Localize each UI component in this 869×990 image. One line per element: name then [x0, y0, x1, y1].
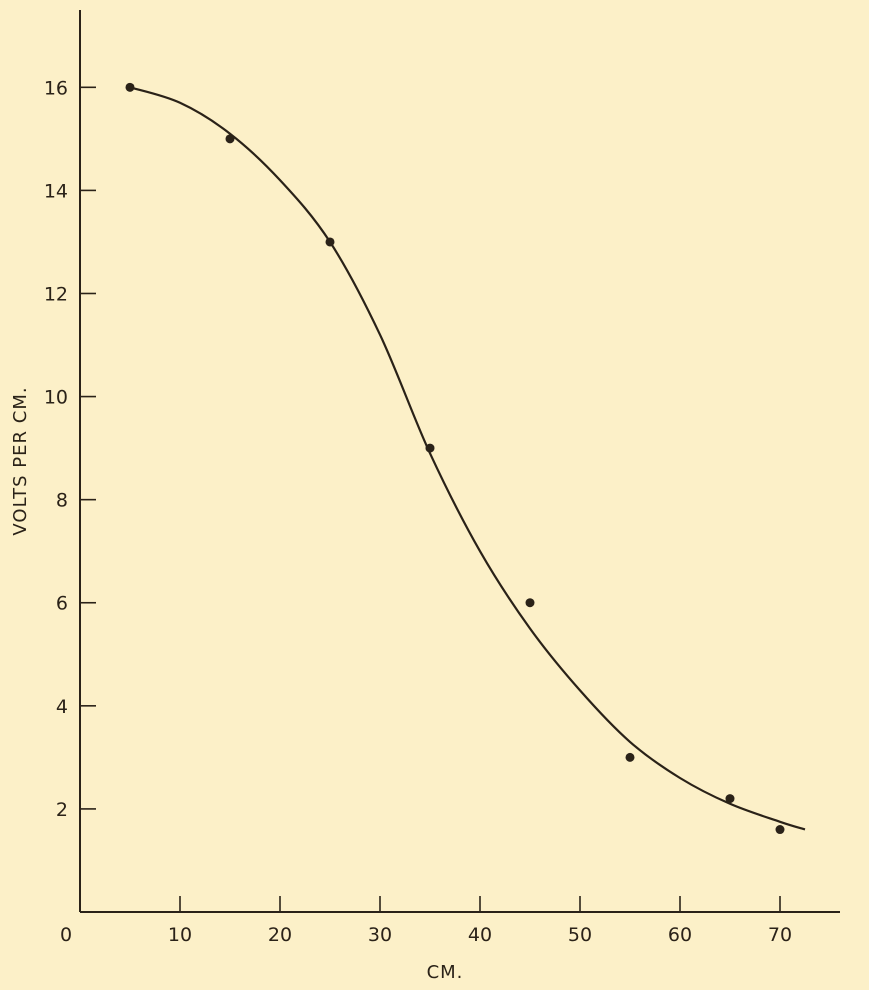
data-points: [125, 82, 785, 835]
data-point-0-1: [225, 134, 235, 144]
axes: [79, 10, 840, 913]
y-tick-label-6: 6: [56, 593, 68, 615]
x-tick-label-30: 30: [368, 924, 392, 946]
data-point-0-0: [125, 82, 135, 92]
x-tick-label-20: 20: [268, 924, 292, 946]
y-axis-label: VOLTS PER CM.: [10, 386, 31, 535]
data-point-0-7: [775, 825, 785, 835]
fit-curve: [129, 86, 806, 831]
x-axis-label: CM.: [427, 962, 464, 983]
y-tick-label-4: 4: [56, 696, 68, 718]
data-point-0-3: [425, 443, 435, 453]
x-tick-label-70: 70: [768, 924, 792, 946]
x-tick-label-50: 50: [568, 924, 592, 946]
x-tick-label-10: 10: [168, 924, 192, 946]
fit-curve-layer: [129, 86, 806, 831]
tick-labels: 2 4 6 8 10 12 14 16 10 20 30 40 50 60 70: [44, 77, 792, 946]
x-tick-label-40: 40: [468, 924, 492, 946]
y-tick-label-10: 10: [44, 387, 68, 409]
data-point-0-2: [325, 237, 335, 247]
y-tick-label-16: 16: [44, 77, 68, 99]
y-tick-label-12: 12: [44, 283, 68, 305]
data-point-0-5: [625, 752, 635, 762]
y-tick-label-2: 2: [56, 799, 68, 821]
data-point-0-6: [725, 794, 735, 804]
y-tick-label-14: 14: [44, 180, 68, 202]
x-tick-label-60: 60: [668, 924, 692, 946]
y-tick-label-8: 8: [56, 490, 68, 512]
origin-label: 0: [60, 924, 72, 946]
data-point-0-4: [525, 598, 535, 608]
